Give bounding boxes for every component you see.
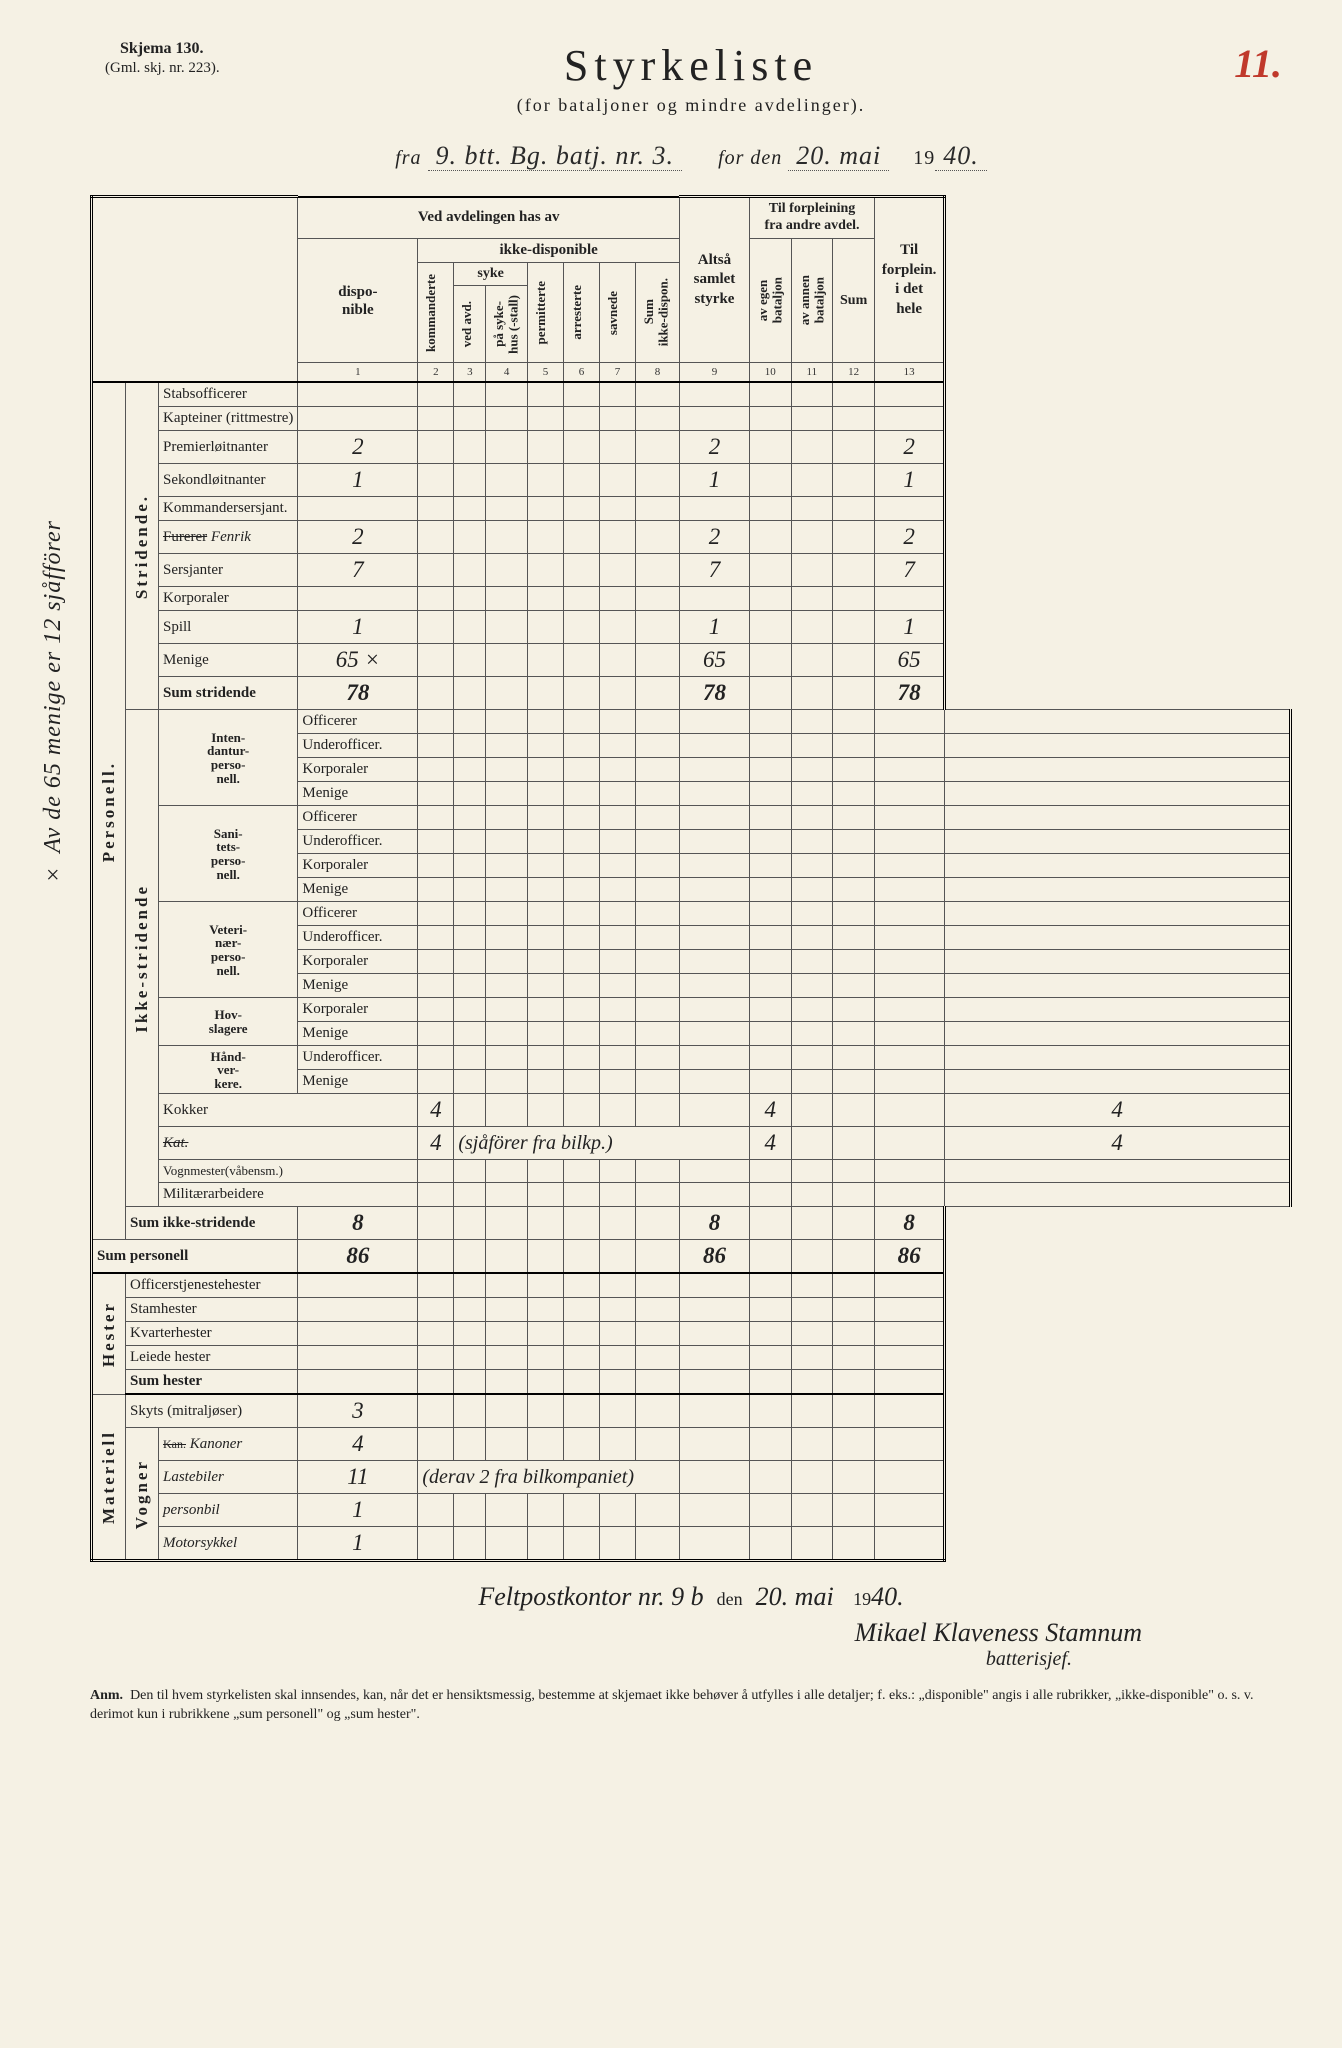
row-vet-off: Veteri-nær-perso-nell. Officerer [92,902,1291,926]
row-lastebiler: Lastebiler 11 (derav 2 fra bilkompaniet) [92,1461,1291,1494]
label-stridende: Stridende. [130,490,154,603]
hdr-av-egen: av egenbataljon [754,271,787,329]
row-skyts: Materiell Skyts (mitraljøser) 3 [92,1394,1291,1428]
meta-line: fra 9. btt. Bg. batj. nr. 3. for den 20.… [90,141,1292,171]
row-stabsofficerer: Personell. Stridende. Stabsofficerer [92,382,1291,407]
label-vogner: Vogner [130,1455,154,1533]
row-kat: Kat. 4 (sjåförer fra bilkp.) 4 4 [92,1127,1291,1160]
row-hand-under: Hånd-ver-kere. Underofficer. [92,1046,1291,1070]
signature: Mikael Klaveness Stamnum [90,1618,1292,1648]
row-kokker: Kokker 4 4 4 [92,1094,1291,1127]
year-value: 40. [935,141,987,171]
hdr-til-forpleining: Til forpleiningfra andre avdel. [749,197,874,239]
row-spill: Spill 1 1 1 [92,611,1291,644]
row-sekondloit: Sekondløitnanter 1 1 1 [92,464,1291,497]
date-value: 20. mai [788,141,889,171]
row-personbil: personbil 1 [92,1494,1291,1527]
hdr-syke: syke [454,262,528,285]
row-kanoner: Vogner Kan. Kanoner 4 [92,1428,1291,1461]
hdr-disponible: dispo-nible [298,238,418,363]
row-kommandersj: Kommandersersjant. [92,497,1291,521]
signature-title: batterisjef. [90,1648,1292,1671]
hdr-pa-sykehus: på syke-hus (-stall) [490,289,523,360]
group-hov: Hov-slagere [159,998,298,1046]
document-title: Styrkeliste [90,40,1292,91]
hdr-altsa: Altsåsamletstyrke [679,197,749,363]
hdr-savnede: savnede [604,285,622,341]
row-kapteiner: Kapteiner (rittmestre) [92,407,1291,431]
group-sani: Sani-tets-perso-nell. [159,806,298,902]
hdr-ved-avdelingen: Ved avdelingen has av [298,197,680,239]
label-hester: Hester [97,1297,121,1371]
row-vognmester: Vognmester(våbensm.) [92,1160,1291,1183]
row-korporaler: Korporaler [92,587,1291,611]
bottom-place-date: Feltpostkontor nr. 9 b den 20. mai 1940. [90,1582,1292,1612]
hdr-til-forplein: Tilforplein.i dethele [875,197,945,363]
hdr-sum: Sum [833,238,875,363]
hdr-permitterte: permitterte [532,275,550,351]
label-ikke-stridende: Ikke-stridende [130,880,154,1037]
main-table: Ved avdelingen has av Altsåsamletstyrke … [90,195,1292,1562]
form-number: Skjema 130. [120,40,204,58]
hdr-av-annen: av annenbataljon [796,269,829,331]
label-personell: Personell. [97,757,121,866]
row-motorsykkel: Motorsykkel 1 [92,1527,1291,1561]
margin-note: × Av de 65 menige er 12 sjåfförer [40,520,67,886]
group-veteri: Veteri-nær-perso-nell. [159,902,298,998]
form-page: Skjema 130. (Gml. skj. nr. 223). 11. Sty… [0,0,1342,2048]
for-den-label: for den [718,147,782,169]
row-menige: Menige 65 × 65 65 [92,644,1291,677]
row-sum-stridende: Sum stridende 78 78 78 [92,677,1291,710]
hdr-sum-ikke: Sumikke-dispon. [640,272,673,352]
row-inten-off: Ikke-stridende Inten-dantur-perso-nell. … [92,710,1291,734]
fra-value: 9. btt. Bg. batj. nr. 3. [428,141,683,171]
page-number-handwritten: 11. [1234,40,1282,87]
row-sersjanter: Sersjanter 7 7 7 [92,554,1291,587]
hdr-ved-avd: ved avd. [458,295,476,353]
row-sum-ikke-stridende: Sum ikke-stridende 8 8 8 [92,1207,1291,1240]
document-subtitle: (for bataljoner og mindre avdelinger). [90,95,1292,116]
row-militaerarbeidere: Militærarbeidere [92,1183,1291,1207]
label-materiell: Materiell [97,1426,121,1528]
row-sum-personell: Sum personell 86 86 86 [92,1240,1291,1274]
form-old-number: (Gml. skj. nr. 223). [105,60,220,77]
hdr-arresterte: arresterte [568,279,586,346]
group-inten: Inten-dantur-perso-nell. [159,710,298,806]
hdr-kommanderte: kommanderte [422,268,440,358]
year-prefix: 19 [913,147,935,169]
row-hov-korp: Hov-slagere Korporaler [92,998,1291,1022]
group-hand: Hånd-ver-kere. [159,1046,298,1094]
row-officerstjeneste: Hester Officerstjenestehester [92,1273,1291,1298]
footnote: Anm. Den til hvem styrkelisten skal inns… [90,1687,1292,1723]
hdr-ikke-disponible: ikke-disponible [418,238,680,262]
row-sani-off: Sani-tets-perso-nell. Officerer [92,806,1291,830]
row-premierloit: Premierløitnanter 2 2 2 [92,431,1291,464]
row-furerer: Furerer Fenrik 2 2 2 [92,521,1291,554]
fra-label: fra [395,147,421,169]
